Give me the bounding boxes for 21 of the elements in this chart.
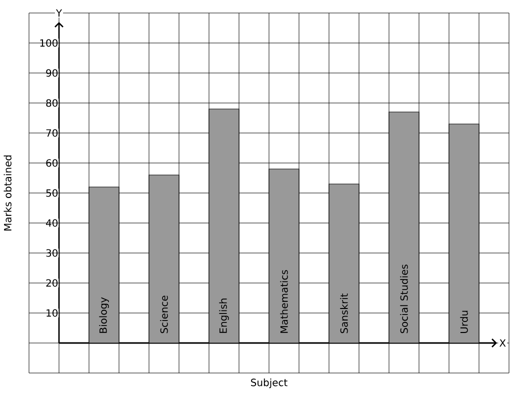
- y-tick-label: 30: [46, 249, 58, 257]
- x-tick-label: Science: [160, 296, 168, 334]
- y-tick-label: 10: [46, 309, 58, 317]
- y-tick-label: 50: [46, 189, 58, 197]
- x-tick-label: Urdu: [460, 310, 468, 333]
- x-tick-label: Social Studies: [400, 264, 408, 334]
- y-tick-label: 70: [46, 129, 58, 137]
- y-tick-label: 90: [46, 69, 58, 77]
- x-axis-title: Subject: [251, 378, 288, 388]
- y-tick-label: 20: [46, 279, 58, 287]
- x-tick-label: Mathematics: [280, 270, 288, 333]
- y-tick-label: 40: [46, 219, 58, 227]
- annotation: Y: [56, 9, 62, 17]
- annotation: X: [500, 339, 506, 347]
- x-tick-label: Sanskrit: [340, 294, 348, 334]
- y-tick-label: 100: [40, 39, 58, 47]
- x-tick-label: Biology: [99, 297, 109, 333]
- y-axis-title: Marks obtained: [4, 155, 12, 230]
- x-tick-label: English: [219, 298, 229, 333]
- y-tick-label: 80: [46, 99, 58, 107]
- y-tick-label: 60: [46, 159, 58, 167]
